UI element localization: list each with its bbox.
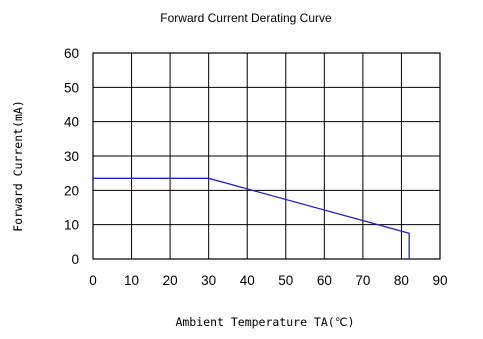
- x-tick-label-10: 10: [124, 273, 139, 288]
- plot-frame: [92, 52, 441, 260]
- grid-lines: [93, 53, 440, 259]
- x-tick-label-40: 40: [240, 273, 255, 288]
- x-tick-label-70: 70: [355, 273, 370, 288]
- x-tick-label-80: 80: [394, 273, 409, 288]
- x-tick-label-20: 20: [163, 273, 178, 288]
- x-tick-labels: 0 10 20 30 40 50 60 70 80 90: [89, 273, 447, 288]
- series-line-1: [93, 177, 410, 259]
- y-tick-label-50: 50: [64, 80, 79, 95]
- x-tick-label-60: 60: [317, 273, 332, 288]
- x-axis-label: Ambient Temperature TA(℃): [175, 315, 354, 329]
- series-layer: [93, 177, 410, 259]
- y-tick-labels: 0 10 20 30 40 50 60: [64, 46, 79, 267]
- y-tick-label-30: 30: [64, 149, 79, 164]
- x-tick-label-90: 90: [432, 273, 447, 288]
- y-tick-label-60: 60: [64, 46, 79, 61]
- y-tick-label-40: 40: [64, 115, 79, 130]
- x-tick-label-50: 50: [278, 273, 293, 288]
- x-tick-label-0: 0: [89, 273, 97, 288]
- y-tick-label-10: 10: [64, 218, 79, 233]
- x-tick-label-30: 30: [201, 273, 216, 288]
- y-tick-label-0: 0: [71, 252, 79, 267]
- chart-title: Forward Current Derating Curve: [160, 11, 332, 25]
- y-axis-label: Forward Current(mA): [11, 100, 25, 232]
- y-tick-label-20: 20: [64, 183, 79, 198]
